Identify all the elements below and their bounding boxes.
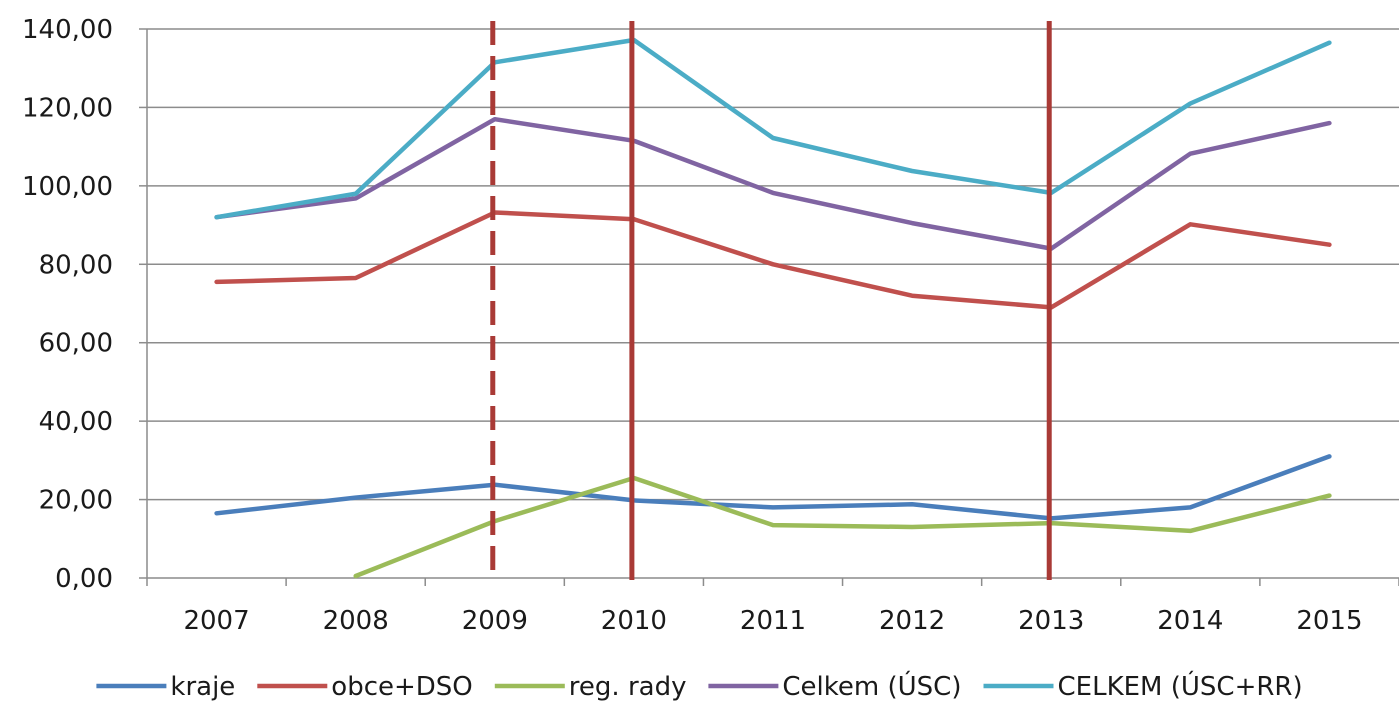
legend: kraje obce+DSO reg. rady Celkem (ÚSC) CELKEM… bbox=[96, 670, 1303, 702]
y-tick-label: 20,00 bbox=[39, 486, 113, 516]
y-tick-label: 100,00 bbox=[22, 172, 113, 202]
x-axis-tick-labels: 2007 2008 2009 2010 2011 2012 2013 2014 2015 bbox=[183, 606, 1362, 636]
legend-item: kraje bbox=[96, 672, 235, 702]
x-tick-label: 2007 bbox=[183, 606, 249, 636]
y-tick-label: 60,00 bbox=[39, 329, 113, 359]
vertical-markers bbox=[490, 21, 1052, 580]
x-tick-label: 2012 bbox=[879, 606, 945, 636]
y-tick-label: 40,00 bbox=[39, 407, 113, 437]
legend-item: reg. rady bbox=[494, 672, 687, 702]
x-tick-label: 2008 bbox=[323, 606, 389, 636]
x-tick-label: 2009 bbox=[462, 606, 528, 636]
series-lines bbox=[214, 37, 1332, 579]
legend-label: reg. rady bbox=[569, 672, 687, 702]
legend-label: kraje bbox=[170, 672, 235, 702]
legend-label: Celkem (ÚSC) bbox=[782, 670, 961, 702]
x-tick-label: 2013 bbox=[1018, 606, 1084, 636]
series-line-celkem-sc bbox=[214, 116, 1332, 251]
legend-item: obce+DSO bbox=[257, 672, 473, 702]
y-axis-tick-labels: 0,00 20,00 40,00 60,00 80,00 100,00 120,00 140,… bbox=[22, 15, 113, 594]
legend-item: CELKEM (ÚSC+RR) bbox=[983, 670, 1303, 702]
series-line-obce-dso bbox=[214, 210, 1332, 310]
series-line-reg-rady bbox=[353, 475, 1332, 579]
legend-label: obce+DSO bbox=[331, 672, 472, 702]
series-line-kraje bbox=[214, 454, 1332, 521]
x-tick-label: 2010 bbox=[601, 606, 667, 636]
legend-item: Celkem (ÚSC) bbox=[708, 670, 961, 702]
x-tick-label: 2011 bbox=[740, 606, 806, 636]
gridlines bbox=[147, 28, 1399, 501]
legend-label: CELKEM (ÚSC+RR) bbox=[1058, 670, 1303, 702]
x-tick-label: 2015 bbox=[1296, 606, 1362, 636]
y-tick-label: 120,00 bbox=[22, 93, 113, 123]
series-line-celkem-sc-rr bbox=[214, 37, 1332, 220]
x-tick-label: 2014 bbox=[1157, 606, 1223, 636]
y-tick-label: 140,00 bbox=[22, 15, 113, 45]
y-tick-label: 0,00 bbox=[55, 564, 113, 594]
y-tick-label: 80,00 bbox=[39, 250, 113, 280]
